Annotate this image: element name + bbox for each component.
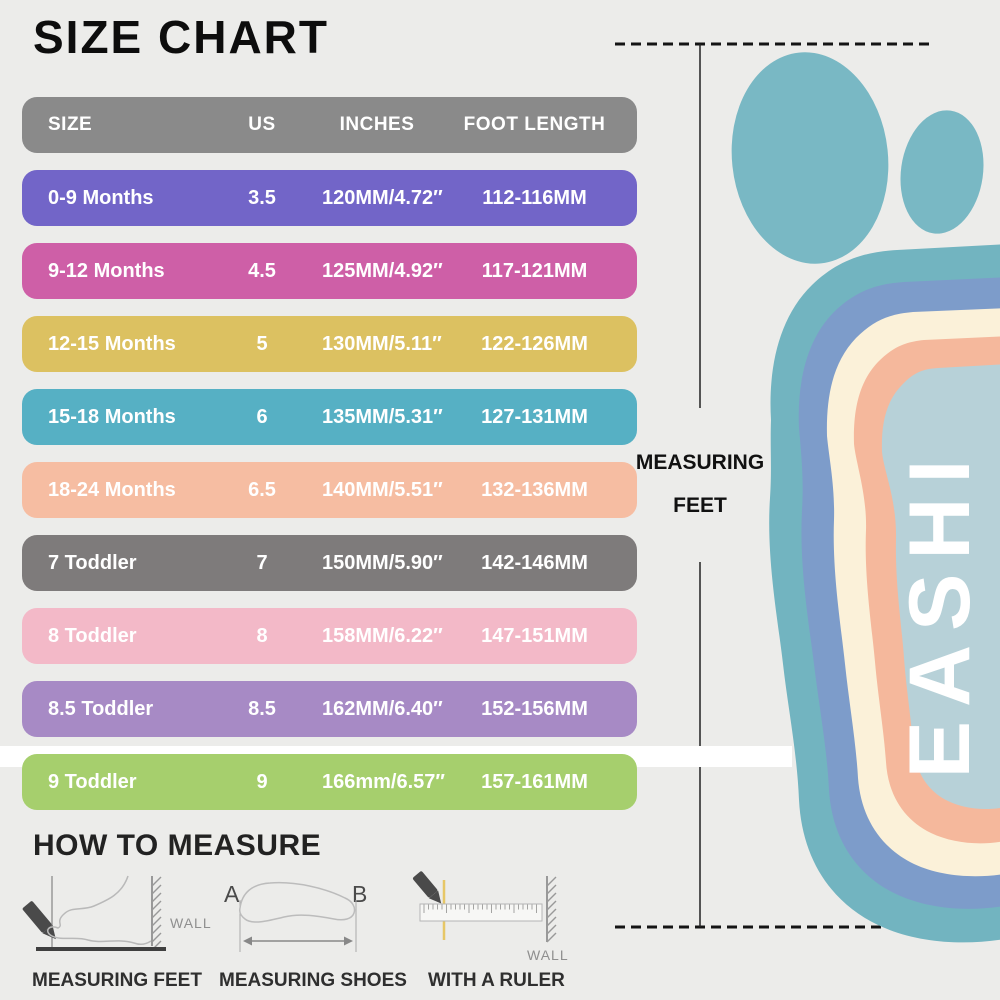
table-cell: 152-156MM [481,697,588,720]
table-cell: 140MM/5.51″ [322,478,443,501]
table-cell: 12-15 Months [48,332,176,355]
foot-sketch [47,875,152,945]
table-cell: 117-121MM [481,259,588,282]
table-cell: 142-146MM [481,551,588,574]
table-cell: 162MM/6.40″ [322,697,443,720]
small-toe-shape [900,110,984,234]
table-cell: 135MM/5.31″ [322,405,443,428]
measuring-shoes-illustration: A B MEASURING SHOES [219,881,407,991]
table-row: 9 Toddler 9 166mm/6.57″ 157-161MM [22,754,637,810]
table-header-row: SIZE US INCHES FOOT LENGTH [22,97,637,153]
table-row: 9-12 Months 4.5 125MM/4.92″ 117-121MM [22,243,637,299]
table-cell: 7 [256,551,268,574]
how-to-measure-title: HOW TO MEASURE [33,829,322,862]
col-header-size: SIZE [48,114,93,135]
measuring-feet-illustration: WALL MEASURING FEET [22,875,212,991]
ruler-icon [419,903,543,922]
col-header-inches: INCHES [339,114,415,135]
table-cell: 8.5 Toddler [48,697,154,720]
how-to-measure-illustrations: WALL MEASURING FEET A B MEASURING SHOES [22,871,569,991]
table-row: 8.5 Toddler 8.5 162MM/6.40″ 152-156MM [22,681,637,737]
table-cell: 3.5 [248,186,276,209]
table-cell: 9 [256,770,268,793]
table-cell: 132-136MM [481,478,588,501]
table-cell: 8.5 [248,697,276,720]
caption-with-a-ruler: WITH A RULER [428,970,565,991]
point-a-label: A [224,881,240,907]
table-row: 7 Toddler 7 150MM/5.90″ 142-146MM [22,535,637,591]
table-body: 0-9 Months 3.5 120MM/4.72″ 112-116MM 9-12 Mo… [22,170,637,810]
table-cell: 112-116MM [482,186,587,209]
big-toe-shape [731,52,889,264]
table-row: 0-9 Months 3.5 120MM/4.72″ 112-116MM [22,170,637,226]
shoe-sketch [239,881,356,923]
wall-hatch [151,876,162,951]
table-cell: 6 [256,405,268,428]
table-cell: 8 Toddler [48,624,137,647]
with-a-ruler-illustration: WALL WITH A RULER [413,871,569,991]
table-cell: 157-161MM [481,770,588,793]
table-cell: 7 Toddler [48,551,137,574]
table-cell: 122-126MM [481,332,588,355]
table-cell: 9-12 Months [48,259,165,282]
measuring-feet-label-line2: FEET [673,494,727,517]
caption-measuring-feet: MEASURING FEET [32,970,202,991]
table-cell: 0-9 Months [48,186,154,209]
table-cell: 127-131MM [481,405,588,428]
table-row: 15-18 Months 6 135MM/5.31″ 127-131MM [22,389,637,445]
table-cell: 4.5 [248,259,276,282]
table-cell: 15-18 Months [48,405,176,428]
wall-label: WALL [527,947,569,963]
ruler-ticks [423,904,537,913]
table-cell: 6.5 [248,478,276,501]
wall-label: WALL [170,915,212,931]
footprint-layer-inner [881,364,1000,809]
col-header-us: US [248,114,276,135]
table-cell: 147-151MM [481,624,588,647]
table-row: 12-15 Months 5 130MM/5.11″ 122-126MM [22,316,637,372]
table-cell: 9 Toddler [48,770,137,793]
page-title: SIZE CHART [33,11,329,63]
measuring-feet-label-line1: MEASURING [636,451,764,474]
table-cell: 130MM/5.11″ [322,332,442,355]
table-cell: 5 [256,332,268,355]
foot-illustration: EASHI MEASURING FEET [615,42,1000,943]
point-b-label: B [352,881,367,907]
table-row: 18-24 Months 6.5 140MM/5.51″ 132-136MM [22,462,637,518]
pencil-icon [413,871,442,904]
size-table: SIZE US INCHES FOOT LENGTH 0-9 Months 3.5… [22,97,637,810]
table-cell: 18-24 Months [48,478,176,501]
caption-measuring-shoes: MEASURING SHOES [219,970,407,991]
table-cell: 125MM/4.92″ [322,259,443,282]
table-cell: 150MM/5.90″ [322,551,443,574]
table-cell: 8 [256,624,268,647]
table-cell: 158MM/6.22″ [322,624,443,647]
table-cell: 120MM/4.72″ [322,186,443,209]
col-header-foot-length: FOOT LENGTH [463,114,606,135]
brand-text: EASHI [892,446,988,779]
table-cell: 166mm/6.57″ [322,770,445,793]
wall-hatch [546,876,557,943]
table-row: 8 Toddler 8 158MM/6.22″ 147-151MM [22,608,637,664]
